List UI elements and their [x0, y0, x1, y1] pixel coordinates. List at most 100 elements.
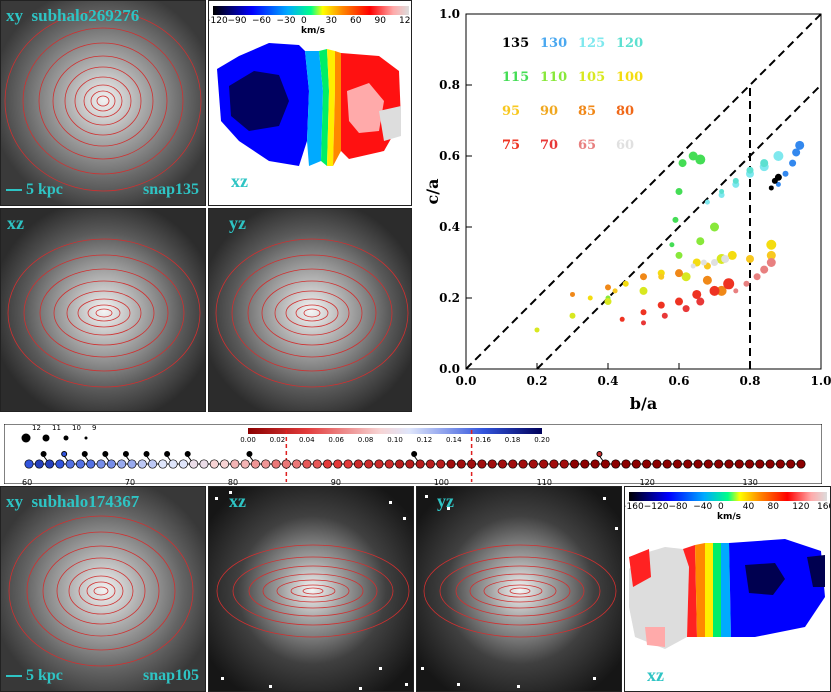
strip-node [642, 459, 652, 469]
strip-node [230, 459, 240, 469]
strip-node [456, 459, 466, 469]
strip-node [405, 459, 415, 469]
bottom-xy-panel: xy subhalo174367 5 kpc snap105 [0, 486, 206, 692]
strip-axis-tick: 90 [330, 478, 341, 487]
legend-label: 85 [578, 104, 596, 119]
data-point [773, 151, 784, 161]
strip-size-label: 11 [52, 424, 61, 432]
x-tick-label: 1.0 [811, 374, 831, 388]
data-point [619, 316, 625, 322]
strip-colorbar-tick: 0.16 [475, 436, 491, 444]
strip-size-label: 10 [72, 424, 81, 432]
x-tick-label: 0.6 [669, 374, 690, 388]
strip-node [796, 459, 806, 469]
strip-colorbar [248, 428, 542, 434]
x-tick-label: 0.4 [598, 374, 619, 388]
strip-node [590, 459, 600, 469]
strip-axis-tick: 100 [433, 478, 449, 487]
strip-node [86, 459, 96, 469]
y-tick-label: 1.0 [439, 7, 460, 21]
strip-colorbar-tick: 0.12 [417, 436, 433, 444]
x-tick-label: 0.8 [740, 374, 761, 388]
strip-size-label: 12 [32, 424, 41, 432]
bottom-xy-label: xy subhalo174367 [6, 492, 140, 511]
bottom-xz-noise [215, 491, 408, 690]
strip-node [714, 459, 724, 469]
strip-axis-tick: 80 [227, 478, 239, 487]
strip-branch-node [102, 451, 109, 457]
strip-node [65, 459, 75, 469]
data-point [696, 237, 705, 246]
strip-node [209, 459, 219, 469]
strip-size-label: 9 [92, 424, 96, 432]
vel-tick-label: −90 [227, 16, 247, 26]
data-point [766, 239, 777, 250]
bottom-xz-density-map [209, 487, 413, 691]
strip-node [384, 459, 394, 469]
strip-node [75, 459, 86, 469]
strip-node [34, 459, 44, 469]
data-point [661, 312, 668, 319]
bottom-vel-panel: −160−120−80 −40 0 40 80 120 160 km/s xz [624, 486, 831, 692]
data-point [760, 265, 769, 274]
strip-colorbar-tick: 0.18 [505, 436, 521, 444]
data-point [719, 189, 725, 194]
data-point [587, 295, 593, 301]
top-yz-density-map [209, 209, 411, 411]
data-point [710, 222, 719, 232]
data-point [682, 305, 690, 313]
vel-tick-label: −120 [643, 502, 669, 512]
strip-node [271, 459, 281, 469]
strip-node [539, 459, 549, 469]
strip-node [436, 459, 446, 469]
strip-size-marker [84, 436, 88, 440]
data-point [702, 275, 712, 285]
strip-colorbar-tick: 0.06 [328, 436, 344, 444]
strip-node [559, 459, 569, 469]
legend-label: 105 [578, 70, 605, 85]
top-xy-density-map [1, 1, 205, 205]
vel-tick-label: −30 [276, 16, 296, 26]
strip-branch-node [122, 451, 129, 457]
strip-node [137, 459, 147, 469]
data-point [569, 312, 576, 319]
data-point [675, 297, 683, 306]
strip-node [600, 459, 610, 469]
data-point [641, 320, 646, 326]
snap-legend: 135 130 125 120 115 110 105 100 95 90 85 80 75 70 65 60 [502, 36, 643, 153]
top-xz-label: xz [7, 213, 24, 233]
top-xy-label: xy subhalo269276 [6, 6, 140, 25]
data-point [766, 258, 776, 267]
y-tick-label: 0.6 [439, 149, 460, 163]
strip-node [333, 459, 343, 469]
vel-tick-label: −40 [693, 502, 713, 512]
bottom-yz-panel: yz [416, 486, 622, 692]
legend-label: 95 [502, 104, 520, 119]
vel-tick-label: 90 [374, 16, 386, 26]
legend-label: 135 [502, 36, 529, 51]
vel-tick-label: 120 [399, 16, 411, 26]
vel-tick-label: 40 [742, 502, 755, 512]
strip-branch-node [61, 451, 68, 457]
vel-tick-label: −120 [209, 16, 228, 26]
strip-node [55, 459, 65, 469]
data-point [709, 285, 720, 296]
legend-label: 115 [502, 70, 529, 85]
strip-node [127, 459, 137, 469]
strip-node [528, 459, 538, 469]
strip-node [508, 459, 518, 469]
vel-tick-label: 30 [325, 16, 337, 26]
data-point [675, 251, 683, 259]
strip-node [117, 459, 127, 469]
top-vel-map [217, 43, 401, 166]
strip-node [755, 459, 765, 469]
bottom-snap-label: snap105 [142, 667, 199, 684]
data-point [681, 272, 691, 282]
y-tick-label: 0.0 [439, 362, 460, 376]
strip-node [672, 459, 683, 469]
data-point [669, 242, 675, 248]
top-snap-label: snap135 [142, 181, 199, 198]
top-xy-panel: xy subhalo269276 5 kpc snap135 [0, 0, 206, 206]
top-vel-colorbar [213, 6, 409, 15]
y-tick-label: 0.8 [439, 78, 460, 92]
